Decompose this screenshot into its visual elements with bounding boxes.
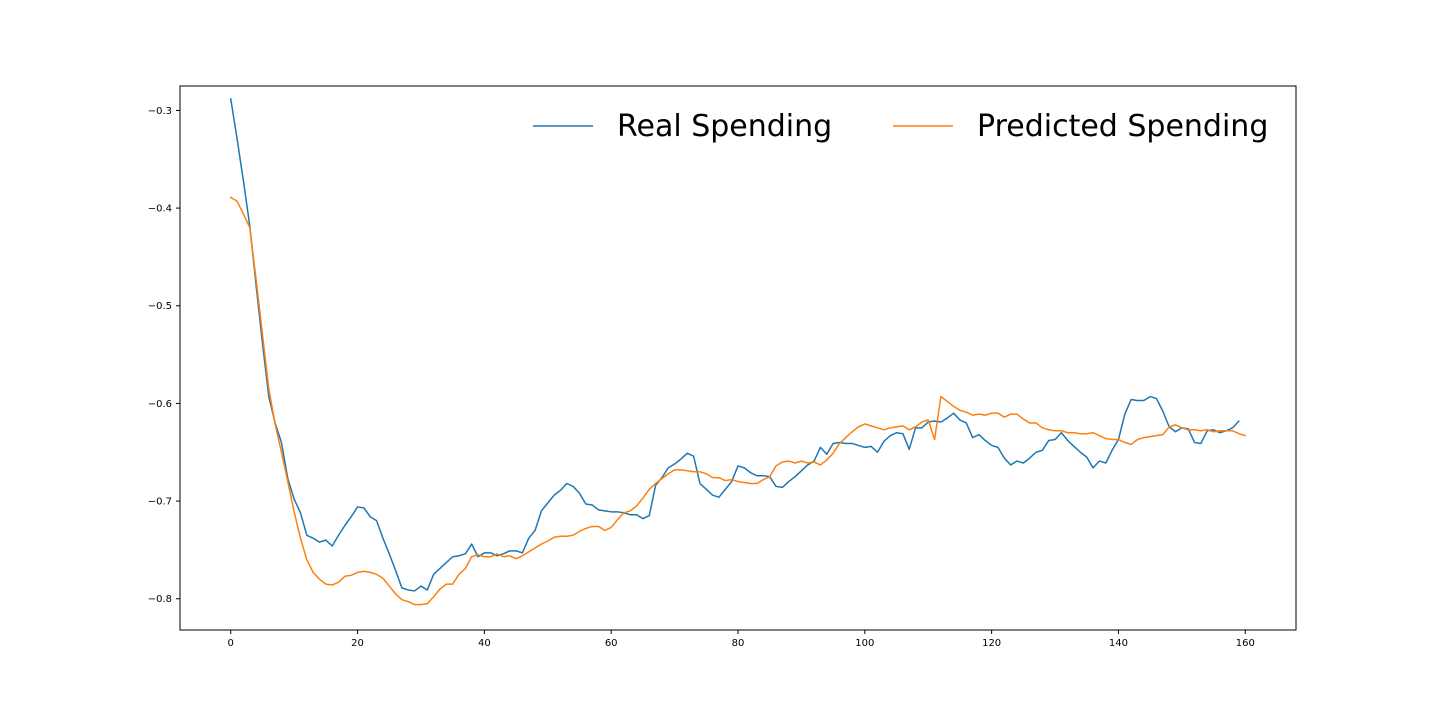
y-axis: −0.3 −0.4 −0.5 −0.6 −0.7 −0.8 xyxy=(148,106,180,605)
y-tick-label: −0.8 xyxy=(148,594,172,605)
plot-area xyxy=(180,86,1296,630)
series-layer xyxy=(229,97,1247,606)
y-tick-label: −0.7 xyxy=(148,497,172,508)
x-tick-label: 80 xyxy=(732,638,745,649)
y-tick-label: −0.3 xyxy=(148,106,172,117)
x-tick-label: 120 xyxy=(982,638,1001,649)
x-axis: 0 20 40 60 80 100 120 140 160 xyxy=(228,630,1255,649)
series-line-predicted-spending xyxy=(229,196,1247,606)
x-tick-label: 60 xyxy=(605,638,618,649)
y-tick-label: −0.5 xyxy=(148,301,172,312)
x-tick-label: 40 xyxy=(478,638,491,649)
x-tick-label: 100 xyxy=(855,638,874,649)
y-tick-label: −0.6 xyxy=(148,399,172,410)
x-tick-label: 160 xyxy=(1236,638,1255,649)
legend-label-real-spending: Real Spending xyxy=(617,109,832,144)
x-tick-label: 20 xyxy=(351,638,364,649)
x-tick-label: 140 xyxy=(1109,638,1128,649)
x-tick-label: 0 xyxy=(228,638,234,649)
series-line-real-spending xyxy=(229,97,1240,592)
legend-label-predicted-spending: Predicted Spending xyxy=(977,109,1268,144)
legend: Real Spending Predicted Spending xyxy=(533,109,1268,144)
y-tick-label: −0.4 xyxy=(148,204,172,215)
